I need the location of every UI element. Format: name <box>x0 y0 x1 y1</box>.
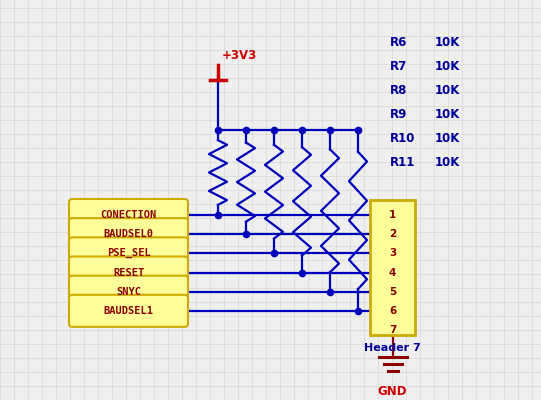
Text: 10K: 10K <box>435 36 460 48</box>
Text: 1: 1 <box>389 210 396 220</box>
Text: +3V3: +3V3 <box>222 49 258 62</box>
Text: 5: 5 <box>389 287 396 297</box>
FancyBboxPatch shape <box>370 200 415 335</box>
Text: BAUDSEL0: BAUDSEL0 <box>103 229 154 239</box>
Text: 6: 6 <box>389 306 396 316</box>
Text: 10K: 10K <box>435 156 460 168</box>
FancyBboxPatch shape <box>69 276 188 308</box>
Text: PSE_SEL: PSE_SEL <box>107 248 150 258</box>
Text: R9: R9 <box>390 108 407 120</box>
FancyBboxPatch shape <box>69 237 188 269</box>
Text: 3: 3 <box>389 248 396 258</box>
FancyBboxPatch shape <box>69 199 188 231</box>
Text: 2: 2 <box>389 229 396 239</box>
Text: GND: GND <box>378 385 407 398</box>
Text: 10K: 10K <box>435 60 460 72</box>
Text: R6: R6 <box>390 36 407 48</box>
Text: 10K: 10K <box>435 84 460 96</box>
FancyBboxPatch shape <box>69 295 188 327</box>
Text: R8: R8 <box>390 84 407 96</box>
Text: BAUDSEL1: BAUDSEL1 <box>103 306 154 316</box>
Text: 10K: 10K <box>435 132 460 144</box>
Text: CONECTION: CONECTION <box>101 210 157 220</box>
Text: R10: R10 <box>390 132 415 144</box>
Text: R11: R11 <box>390 156 415 168</box>
Text: R7: R7 <box>390 60 407 72</box>
Text: 10K: 10K <box>435 108 460 120</box>
Text: 7: 7 <box>389 325 396 335</box>
FancyBboxPatch shape <box>69 256 188 288</box>
Text: SNYC: SNYC <box>116 287 141 297</box>
Text: 4: 4 <box>389 268 396 278</box>
Text: Header 7: Header 7 <box>364 343 421 353</box>
FancyBboxPatch shape <box>69 218 188 250</box>
Text: RESET: RESET <box>113 268 144 278</box>
